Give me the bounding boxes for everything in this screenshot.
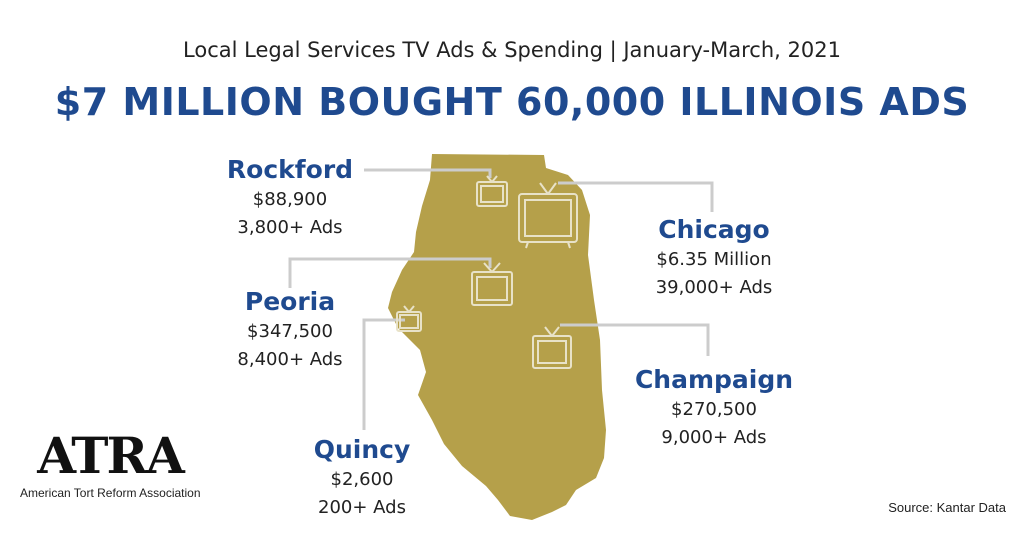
source-note: Source: Kantar Data — [888, 500, 1006, 515]
city-name: Peoria — [244, 287, 336, 316]
city-ads: 9,000+ Ads — [661, 427, 767, 448]
logo-mark: ATRA — [37, 426, 185, 485]
city-label-rockford: Rockford $88,900 3,800+ Ads — [190, 154, 390, 242]
city-spend: $347,500 — [247, 321, 333, 342]
city-spend: $2,600 — [330, 469, 394, 490]
tv-icon-chicago — [518, 182, 578, 249]
peoria-leader-line — [288, 257, 492, 288]
city-ads: 8,400+ Ads — [237, 349, 343, 370]
champaign-leader-line — [560, 323, 710, 356]
organization-name: American Tort Reform Association — [20, 486, 201, 500]
subtitle: Local Legal Services TV Ads & Spending |… — [183, 38, 841, 62]
city-name: Rockford — [226, 155, 354, 184]
city-ads: 39,000+ Ads — [655, 277, 773, 298]
tv-icon-peoria — [471, 262, 513, 306]
tv-icon-rockford — [476, 175, 508, 207]
chicago-leader-line — [558, 181, 714, 212]
city-name: Chicago — [658, 215, 770, 244]
city-name: Champaign — [634, 365, 794, 394]
quincy-leader-line — [362, 318, 405, 430]
illinois-state-shape — [388, 154, 606, 520]
city-spend: $88,900 — [252, 189, 328, 210]
city-label-champaign: Champaign $270,500 9,000+ Ads — [614, 364, 814, 452]
tv-icon-quincy — [396, 305, 422, 332]
tv-icon-champaign — [532, 326, 572, 369]
rockford-leader-line — [364, 168, 492, 178]
city-label-peoria: Peoria $347,500 8,400+ Ads — [190, 286, 390, 374]
city-ads: 3,800+ Ads — [237, 217, 343, 238]
city-spend: $270,500 — [671, 399, 757, 420]
city-label-quincy: Quincy $2,600 200+ Ads — [262, 434, 462, 522]
atra-logo: ATRA American Tort Reform Association — [20, 426, 220, 501]
city-ads: 200+ Ads — [318, 497, 406, 518]
city-name: Quincy — [313, 435, 411, 464]
headline: $7 MILLION BOUGHT 60,000 ILLINOIS ADS — [54, 80, 970, 124]
city-spend: $6.35 Million — [656, 249, 772, 270]
city-label-chicago: Chicago $6.35 Million 39,000+ Ads — [614, 214, 814, 302]
